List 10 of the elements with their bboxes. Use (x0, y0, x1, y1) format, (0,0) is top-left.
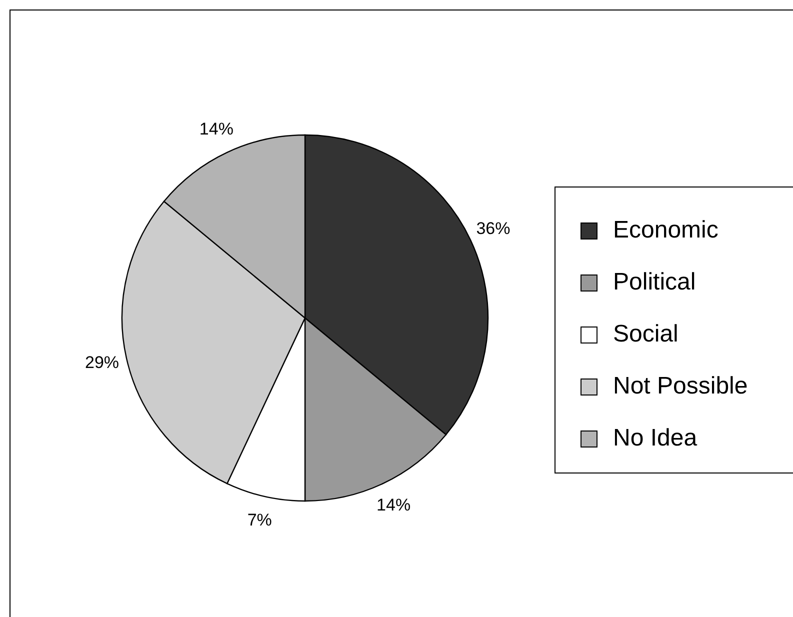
data-label: 29% (84, 352, 120, 372)
legend-label: Social (613, 320, 678, 348)
data-label: 14% (376, 496, 411, 515)
data-label: 36% (476, 218, 510, 238)
legend-label: Political (613, 268, 696, 296)
data-label: 7% (247, 510, 272, 530)
legend-label: Not Possible (613, 372, 748, 400)
data-label: 14% (199, 119, 234, 138)
legend-label: No Idea (613, 424, 698, 452)
legend-label: Economic (613, 216, 718, 244)
